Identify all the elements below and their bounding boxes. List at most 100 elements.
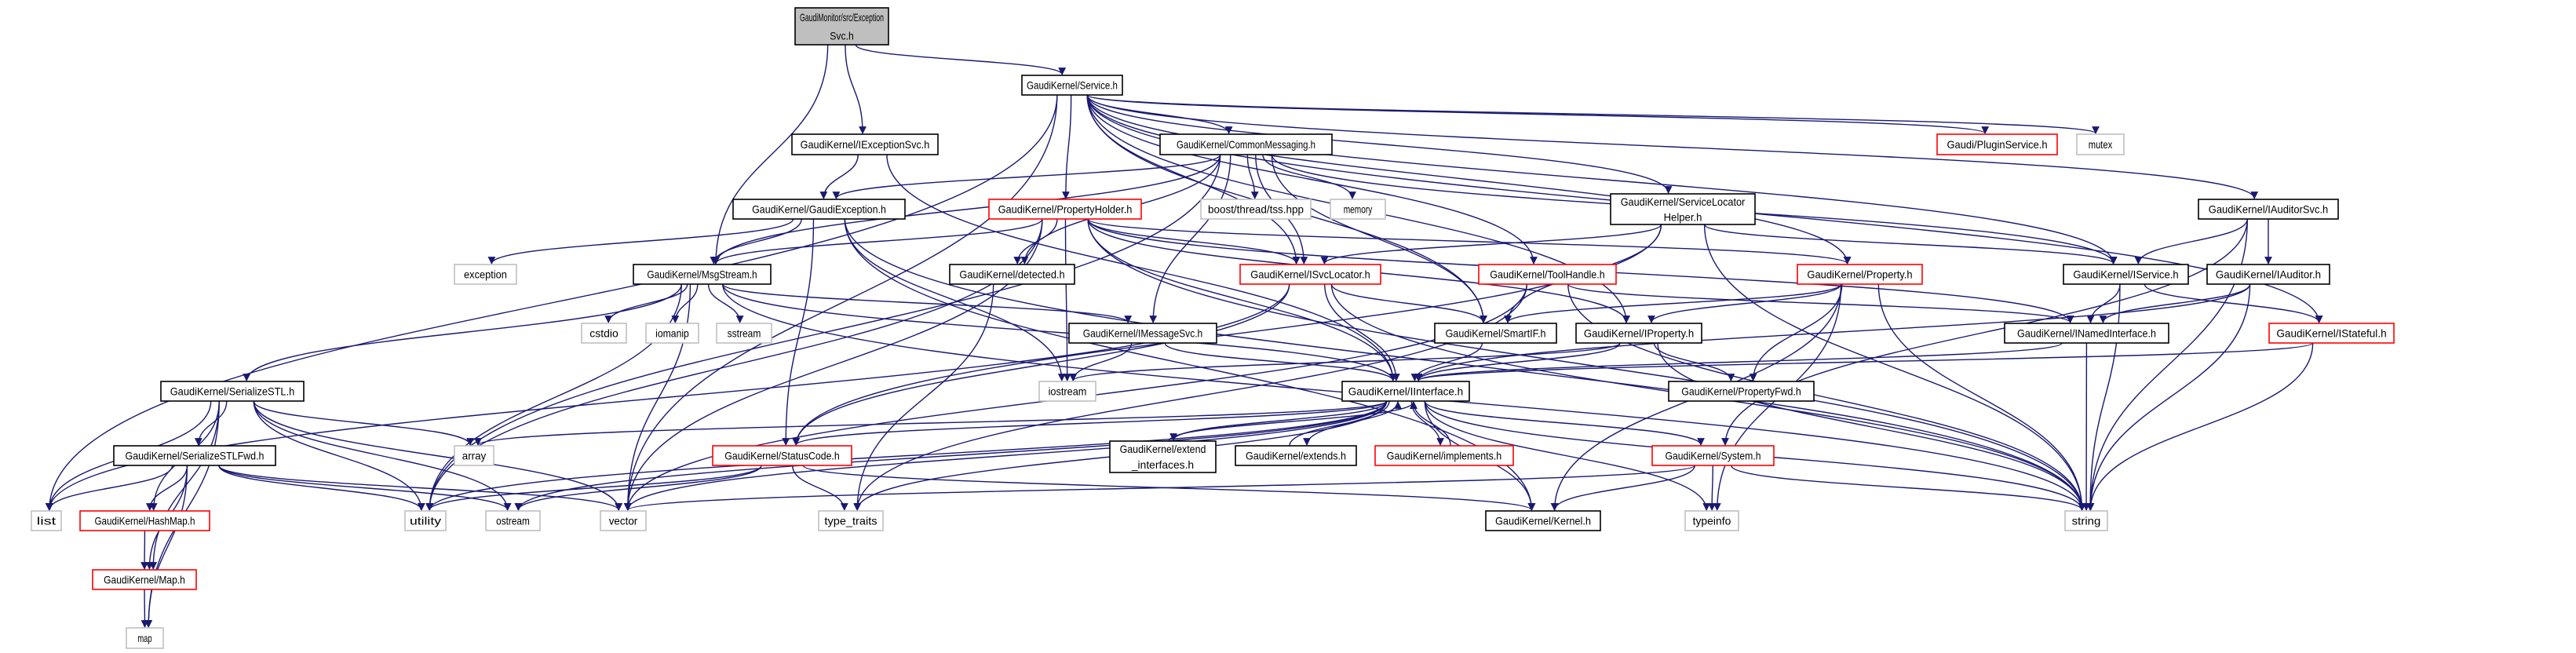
edge-propertyholder-to-iinterface (1087, 218, 1397, 381)
node-label: GaudiKernel/SerializeSTL.h (170, 385, 295, 398)
node-typetraits[interactable]: type_traits (818, 510, 884, 531)
node-box (645, 323, 699, 344)
node-box (1434, 323, 1557, 344)
node-box (818, 510, 884, 531)
node-label: type_traits (824, 515, 877, 527)
node-typeinfo[interactable]: typeinfo (1684, 510, 1739, 531)
node-array[interactable]: array (454, 445, 494, 466)
node-kernel[interactable]: GaudiKernel/Kernel.h (1485, 510, 1601, 531)
node-system[interactable]: GaudiKernel/System.h (1651, 445, 1775, 466)
node-box (712, 445, 852, 466)
node-servicelocatorhelper[interactable]: GaudiKernel/ServiceLocator Helper.h (1610, 193, 1756, 225)
node-iproperty[interactable]: GaudiKernel/IProperty.h (1575, 323, 1702, 344)
node-utility[interactable]: utility (404, 510, 447, 531)
node-iostream[interactable]: iostream (1038, 381, 1096, 402)
node-root[interactable]: GaudiMonitor/src/Exception Svc.h (794, 7, 889, 46)
node-iauditorsvc[interactable]: GaudiKernel/IAuditorSvc.h (2198, 199, 2339, 220)
node-box (1159, 133, 1333, 155)
node-label: GaudiKernel/SmartIF.h (1445, 327, 1545, 340)
edge-servicelocatorhelper-to-iservice (1703, 224, 2118, 264)
edge-serializestl-to-ostream (253, 400, 512, 511)
node-propertyfwd[interactable]: GaudiKernel/PropertyFwd.h (1668, 381, 1815, 402)
node-iauditor[interactable]: GaudiKernel/IAuditor.h (2206, 264, 2330, 285)
edge-statuscode-to-typetraits (791, 465, 848, 511)
node-propertyholder[interactable]: GaudiKernel/PropertyHolder.h (988, 199, 1142, 220)
node-mutex[interactable]: mutex (2076, 133, 2125, 155)
node-gkmap[interactable]: GaudiKernel/Map.h (92, 569, 197, 590)
edge-system-to-typeinfo (1708, 465, 1717, 511)
edge-isvclocator-to-iinterface (1324, 283, 1400, 381)
node-box (160, 381, 305, 402)
node-hashmap[interactable]: GaudiKernel/HashMap.h (79, 510, 210, 531)
node-service[interactable]: GaudiKernel/Service.h (1021, 75, 1123, 96)
node-inamedinterface[interactable]: GaudiKernel/INamedInterface.h (2004, 323, 2169, 344)
node-detected[interactable]: GaudiKernel/detected.h (949, 264, 1075, 285)
edge-inamedinterface-to-iinterface (1414, 342, 2063, 381)
node-vector[interactable]: vector (600, 510, 647, 531)
node-memory[interactable]: memory (1330, 199, 1386, 220)
node-box (1109, 440, 1217, 473)
node-iexceptionsvc[interactable]: GaudiKernel/IExceptionSvc.h (791, 133, 939, 155)
node-extends[interactable]: GaudiKernel/extends.h (1235, 445, 1357, 466)
node-box (988, 199, 1142, 220)
node-list[interactable]: list (31, 510, 62, 531)
node-label: GaudiKernel/StatusCode.h (724, 450, 839, 462)
node-serializestl[interactable]: GaudiKernel/SerializeSTL.h (160, 381, 305, 402)
node-statuscode[interactable]: GaudiKernel/StatusCode.h (712, 445, 852, 466)
node-imessagesvc[interactable]: GaudiKernel/IMessageSvc.h (1068, 323, 1217, 344)
node-serializestlfwd[interactable]: GaudiKernel/SerializeSTLFwd.h (113, 445, 276, 466)
node-msgstream[interactable]: GaudiKernel/MsgStream.h (633, 264, 772, 285)
node-label: Gaudi/PluginService.h (1947, 138, 2047, 151)
edge-iauditor-to-inamedinterface (2099, 283, 2251, 323)
node-label: Svc.h (830, 29, 854, 42)
edge-msgstream-to-serializestl (243, 283, 682, 381)
node-implements[interactable]: GaudiKernel/implements.h (1374, 445, 1514, 466)
node-property[interactable]: GaudiKernel/Property.h (1797, 264, 1923, 285)
node-istateful[interactable]: GaudiKernel/IStateful.h (2268, 323, 2395, 344)
edge-serializestl-to-utility (253, 400, 425, 511)
edge-toolhandle-to-string (1567, 283, 2086, 511)
nodes-layer: GaudiMonitor/src/Exception Svc.h GaudiKern… (31, 7, 2395, 649)
edge-istateful-to-string (2086, 342, 2314, 511)
node-label: GaudiKernel/Map.h (104, 574, 185, 586)
node-label: GaudiKernel/CommonMessaging.h (1177, 138, 1315, 151)
node-gaudiexception[interactable]: GaudiKernel/GaudiException.h (732, 199, 906, 220)
edge-iinterface-to-array (474, 400, 1388, 446)
edge-serializestlfwd-to-map (144, 465, 188, 628)
node-ostream[interactable]: ostream (485, 510, 541, 531)
node-box (1374, 445, 1514, 466)
edge-detected-to-typetraits (853, 283, 994, 511)
node-boosttss[interactable]: boost/thread/tss.hpp (1200, 199, 1312, 220)
node-pluginservice[interactable]: Gaudi/PluginService.h (1936, 133, 2058, 155)
node-string[interactable]: string (2064, 510, 2108, 531)
edge-system-to-kernel (1550, 465, 1695, 511)
node-box (1239, 264, 1381, 285)
node-smartif[interactable]: GaudiKernel/SmartIF.h (1434, 323, 1557, 344)
node-map[interactable]: map (126, 627, 164, 649)
node-label: exception (464, 268, 507, 281)
edge-property-to-iproperty (1647, 283, 1842, 323)
node-iservice[interactable]: GaudiKernel/IService.h (2063, 264, 2189, 285)
node-box (1330, 199, 1386, 220)
edge-service-to-property (1086, 94, 1852, 264)
edge-serializestl-to-vector (253, 400, 623, 511)
edge-statuscode-to-utility (425, 465, 762, 511)
edge-implements-to-iinterface (1410, 401, 1451, 447)
node-cstdio[interactable]: cstdio (581, 323, 627, 344)
node-iomanip[interactable]: iomanip (645, 323, 699, 344)
edge-service-to-toolhandle (1086, 94, 1538, 264)
node-iinterface[interactable]: GaudiKernel/IInterface.h (1341, 381, 1470, 402)
edge-service-to-iauditorsvc (1086, 94, 2258, 199)
edge-msgstream-to-cstdio (604, 283, 688, 323)
node-extendinterfaces[interactable]: GaudiKernel/extend _interfaces.h (1109, 440, 1217, 473)
node-label: GaudiKernel/IService.h (2073, 268, 2178, 281)
node-label: GaudiKernel/IMessageSvc.h (1083, 327, 1203, 340)
node-label: GaudiKernel/Property.h (1807, 268, 1912, 281)
node-exception[interactable]: exception (454, 264, 517, 285)
node-toolhandle[interactable]: GaudiKernel/ToolHandle.h (1478, 264, 1617, 285)
node-isvclocator[interactable]: GaudiKernel/ISvcLocator.h (1239, 264, 1381, 285)
node-commonmessaging[interactable]: GaudiKernel/CommonMessaging.h (1159, 133, 1333, 155)
node-box (1668, 381, 1815, 402)
node-box (716, 323, 772, 344)
node-sstream[interactable]: sstream (716, 323, 772, 344)
